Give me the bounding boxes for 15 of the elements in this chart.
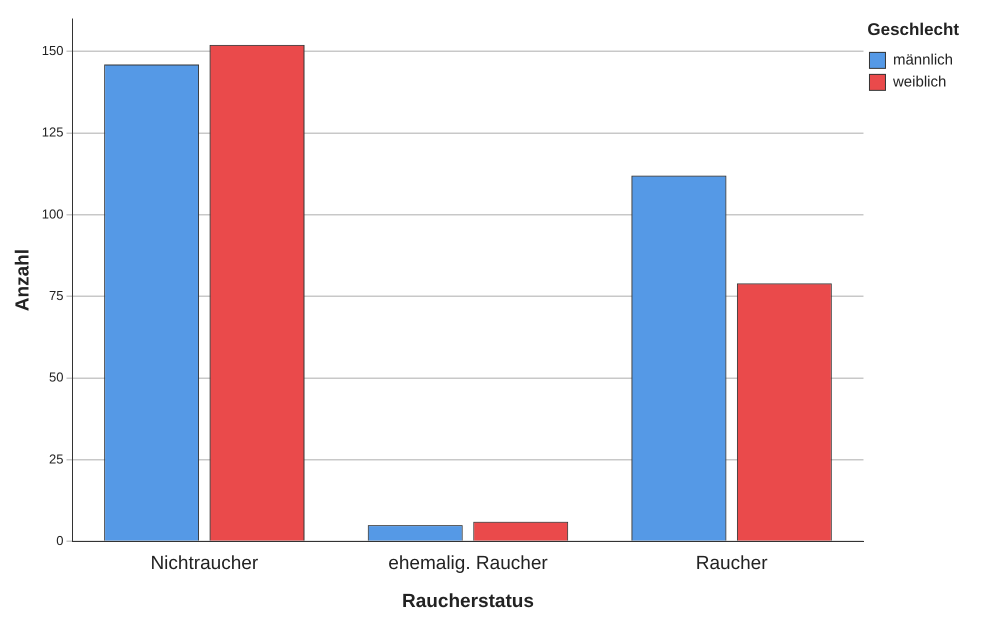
x-axis-title: Raucherstatus bbox=[402, 590, 534, 612]
x-tick-label: Nichtraucher bbox=[150, 553, 259, 574]
y-tick-label: 100 bbox=[42, 206, 64, 222]
x-tick-label: Raucher bbox=[696, 553, 768, 574]
y-tick-label: 25 bbox=[49, 451, 64, 466]
y-axis-title: Anzahl bbox=[12, 248, 34, 312]
legend-label: weiblich bbox=[892, 74, 946, 91]
y-tick-label: 50 bbox=[49, 370, 64, 385]
x-tick-label: ehemalig. Raucher bbox=[388, 553, 548, 574]
legend-label: männlich bbox=[892, 52, 953, 69]
y-tick-label: 150 bbox=[42, 43, 64, 58]
y-tick-label: 125 bbox=[42, 124, 64, 140]
legend-title: Geschlecht bbox=[867, 20, 960, 40]
y-tick-label: 0 bbox=[56, 532, 64, 548]
y-tick-label: 75 bbox=[49, 288, 64, 304]
